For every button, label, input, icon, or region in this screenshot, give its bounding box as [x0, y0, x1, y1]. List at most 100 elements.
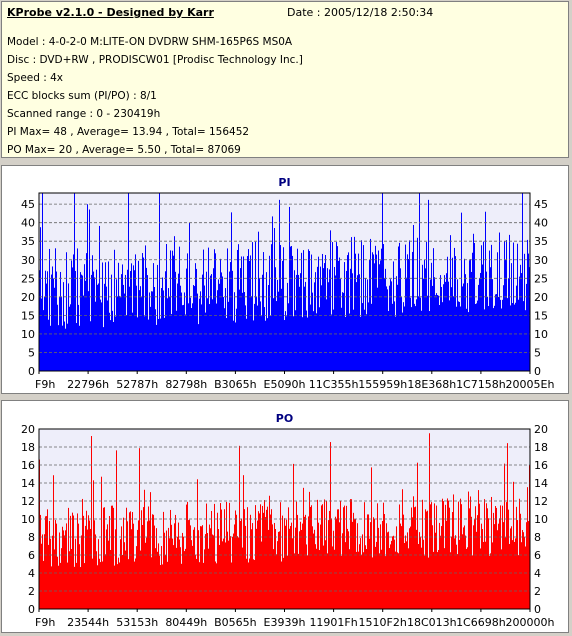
- data-bar: [174, 236, 175, 371]
- data-bar: [307, 555, 308, 609]
- data-bar: [179, 246, 180, 371]
- data-bar: [181, 292, 182, 371]
- data-bar: [154, 286, 155, 371]
- data-bar: [491, 244, 492, 371]
- x-tick-label: F9h: [35, 378, 55, 391]
- data-bar: [57, 304, 58, 371]
- data-bar: [136, 546, 137, 609]
- data-bar: [508, 278, 509, 371]
- data-bar: [507, 443, 508, 609]
- data-bar: [79, 325, 80, 371]
- data-bar: [267, 506, 268, 609]
- data-bar: [362, 303, 363, 371]
- data-bar: [379, 553, 380, 609]
- data-bar: [159, 193, 160, 371]
- pi-chart-panel: PI 0 0 5 5 10 10 15 15 20 20 25 25 30 30 35 35 40 40 45 45 F9…: [1, 165, 569, 394]
- data-bar: [230, 536, 231, 609]
- data-bar: [321, 505, 322, 609]
- data-bar: [177, 283, 178, 371]
- data-bar: [221, 272, 222, 371]
- data-bar: [215, 561, 216, 609]
- data-bar: [66, 523, 67, 609]
- y-tick-label-right: 25: [534, 272, 548, 285]
- data-bar: [118, 262, 119, 371]
- data-bar: [339, 257, 340, 371]
- data-bar: [87, 204, 88, 371]
- data-bar: [522, 193, 523, 371]
- data-bar: [305, 514, 306, 609]
- ecc-line: ECC blocks sum (PI/PO) : 8/1: [7, 90, 157, 102]
- data-bar: [351, 237, 352, 371]
- data-bar: [414, 507, 415, 609]
- data-bar: [481, 245, 482, 371]
- data-bar: [184, 551, 185, 609]
- data-bar: [389, 285, 390, 371]
- data-bar: [347, 255, 348, 371]
- data-bar: [502, 299, 503, 371]
- data-bar: [450, 235, 451, 371]
- data-bar: [377, 503, 378, 609]
- data-bar: [403, 302, 404, 371]
- data-bar: [324, 499, 325, 609]
- data-bar: [424, 555, 425, 609]
- data-bar: [279, 531, 280, 609]
- data-bar: [213, 535, 214, 609]
- data-bar: [220, 503, 221, 609]
- data-bar: [367, 514, 368, 609]
- data-bar: [319, 307, 320, 371]
- data-bar: [185, 548, 186, 609]
- data-bar: [323, 268, 324, 371]
- data-bar: [40, 514, 41, 609]
- data-bar: [343, 507, 344, 609]
- data-bar: [419, 193, 420, 371]
- data-bar: [190, 297, 191, 371]
- data-bar: [80, 272, 81, 371]
- data-bar: [250, 514, 251, 609]
- data-bar: [302, 317, 303, 371]
- data-bar: [272, 524, 273, 609]
- data-bar: [127, 521, 128, 609]
- data-bar: [289, 528, 290, 609]
- data-bar: [82, 275, 83, 371]
- data-bar: [518, 299, 519, 371]
- data-bar: [368, 302, 369, 371]
- data-bar: [86, 253, 87, 371]
- data-bar: [356, 551, 357, 609]
- data-bar: [525, 310, 526, 371]
- data-bar: [253, 320, 254, 371]
- data-bar: [377, 287, 378, 371]
- data-bar: [40, 227, 41, 371]
- data-bar: [278, 531, 279, 609]
- data-bar: [341, 307, 342, 371]
- data-bar: [427, 295, 428, 371]
- data-bar: [322, 253, 323, 371]
- data-bar: [94, 520, 95, 609]
- data-bar: [151, 291, 152, 371]
- data-bar: [331, 518, 332, 609]
- data-bar: [114, 249, 115, 371]
- data-bar: [447, 256, 448, 371]
- data-bar: [163, 290, 164, 371]
- data-bar: [252, 242, 253, 371]
- data-bar: [297, 514, 298, 609]
- data-bar: [303, 250, 304, 371]
- data-bar: [52, 266, 53, 371]
- data-bar: [123, 284, 124, 371]
- data-bar: [57, 556, 58, 609]
- data-bar: [94, 277, 95, 371]
- data-bar: [65, 328, 66, 371]
- data-bar: [480, 548, 481, 609]
- data-bar: [345, 542, 346, 609]
- data-bar: [493, 308, 494, 371]
- data-bar: [493, 512, 494, 609]
- data-bar: [171, 314, 172, 371]
- data-bar: [473, 233, 474, 371]
- data-bar: [335, 275, 336, 371]
- data-bar: [199, 562, 200, 609]
- po-summary-line: PO Max= 20 , Average= 5.50 , Total= 8706…: [7, 144, 241, 156]
- data-bar: [315, 272, 316, 371]
- data-bar: [172, 538, 173, 609]
- data-bar: [311, 505, 312, 609]
- data-bar: [87, 529, 88, 609]
- data-bar: [280, 245, 281, 371]
